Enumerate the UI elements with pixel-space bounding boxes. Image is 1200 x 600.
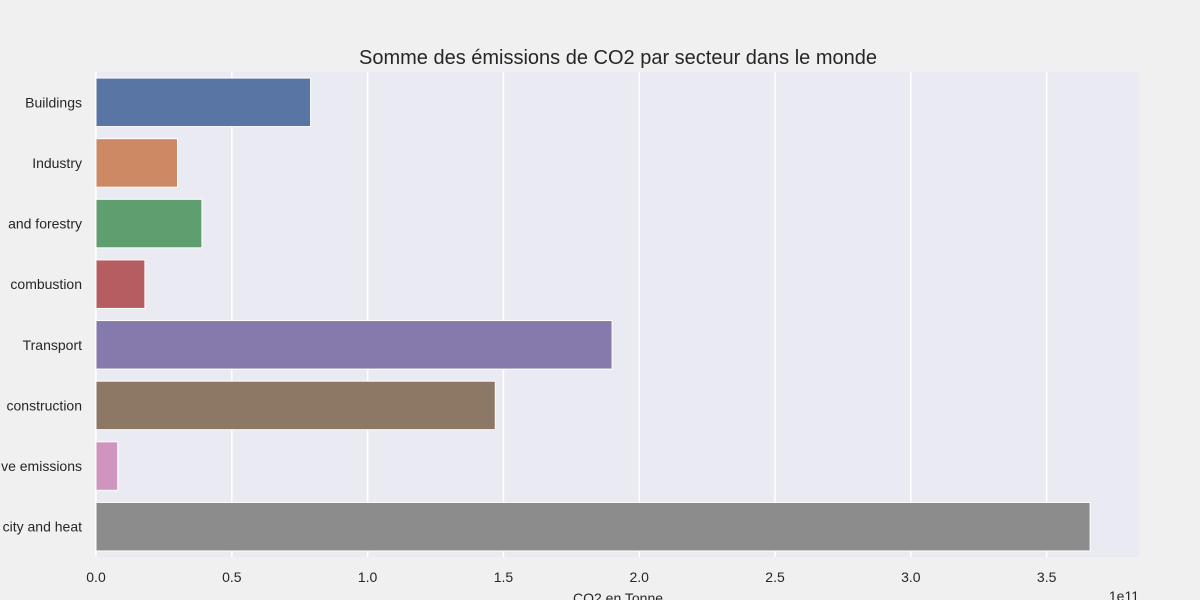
x-tick-label: 3.0 [901,569,921,585]
y-tick-label: construction [7,397,82,413]
y-tick-label: Transport [23,337,83,353]
plot-area [96,72,1139,557]
bar [95,198,203,249]
bar [95,441,119,491]
bar [95,501,1091,552]
x-axis-label: CO2 en Tonne [573,590,663,600]
x-tick-label: 2.5 [765,569,785,585]
bar [95,380,496,431]
x-tick-label: 3.5 [1037,569,1057,585]
bar [95,320,613,370]
chart-title: Somme des émissions de CO2 par secteur d… [359,47,877,69]
y-tick-label: combustion [10,276,82,292]
y-tick-label: Industry [32,155,82,171]
bar [95,138,178,188]
x-tick-label: 2.0 [629,569,649,585]
bar [95,77,312,128]
bar [95,259,146,309]
y-tick-labels: Buildings Industry and forestry combustion T… [1,94,82,534]
bars [95,77,1091,552]
y-tick-label: and forestry [8,216,82,232]
x-tick-labels: 0.0 0.5 1.0 1.5 2.0 2.5 3.0 3.5 [86,569,1056,585]
x-tick-label: 0.5 [222,569,242,585]
grid-lines [95,72,1048,557]
x-axis-offset-text: 1e11 [1109,588,1139,600]
x-tick-label: 1.0 [358,569,378,585]
y-tick-label: ve emissions [1,458,82,474]
y-tick-label: city and heat [3,519,82,535]
y-tick-label: Buildings [25,94,82,110]
x-tick-label: 0.0 [86,569,106,585]
x-tick-label: 1.5 [494,569,514,585]
